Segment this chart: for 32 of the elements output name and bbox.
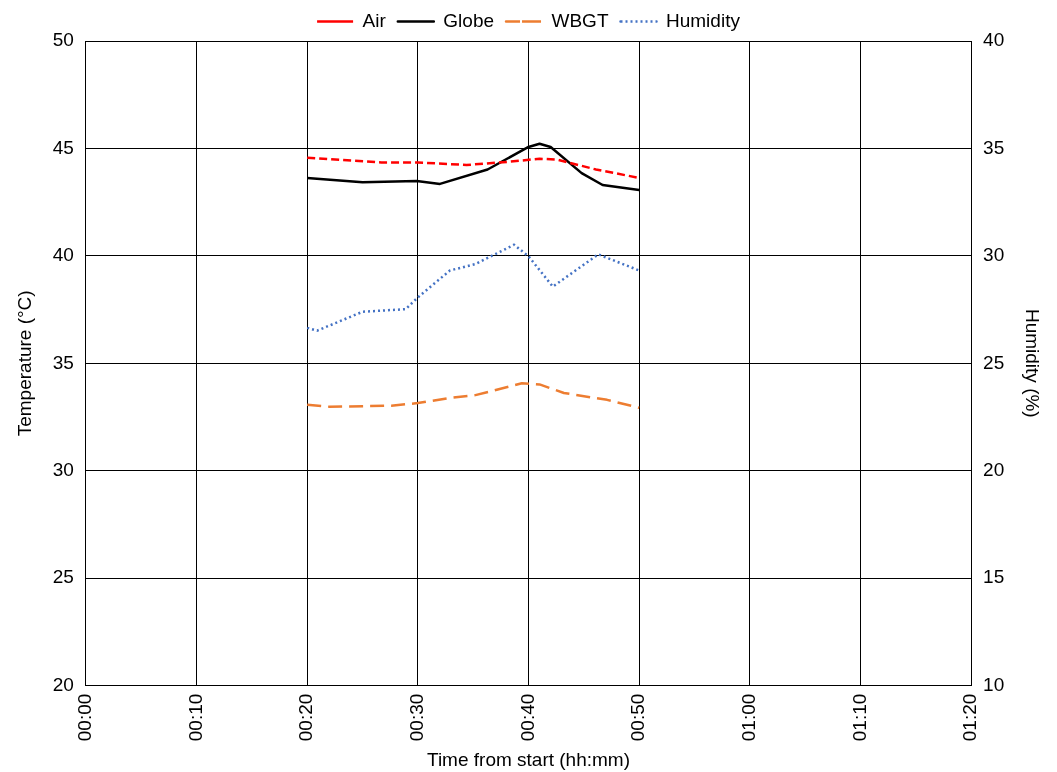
y-tick-label: 30: [52, 459, 74, 480]
x-tick-label: 01:10: [848, 693, 870, 742]
x-tick-label: 00:50: [627, 693, 649, 742]
x-tick-label: 00:20: [295, 693, 317, 742]
y2-tick-label: 30: [983, 244, 1005, 266]
line-series: [305, 243, 641, 332]
x-tick-label: 00:10: [184, 693, 206, 742]
x-tick-label: 00:00: [74, 693, 96, 742]
line-series: [305, 382, 641, 410]
x-tick-label: 01:20: [959, 693, 981, 742]
y2-tick-label: 10: [983, 673, 1005, 695]
y2-tick-label: 40: [983, 29, 1005, 51]
y-tick-label: 40: [52, 244, 74, 266]
y2-tick-label: 25: [983, 351, 1005, 373]
y-tick-label: 45: [52, 136, 74, 158]
x-axis-title: Time from start (hh:mm): [426, 748, 631, 770]
y2-axis-title: Humidity (%): [1022, 308, 1044, 418]
y-axis-title: Temperature (°C): [13, 290, 35, 437]
y-tick-label: 50: [52, 29, 74, 51]
y2-tick-label: 15: [983, 566, 1005, 588]
y-tick-label: 25: [52, 566, 74, 588]
legend-label: Air: [362, 9, 387, 31]
x-tick-label: 01:00: [738, 693, 760, 742]
x-tick-label: 00:40: [516, 693, 538, 742]
y-tick-label: 35: [52, 351, 74, 373]
y2-tick-label: 20: [983, 459, 1005, 480]
legend-label: WBGT: [551, 9, 609, 31]
legend-label: Humidity: [666, 9, 741, 31]
y2-tick-label: 35: [983, 136, 1005, 158]
legend-label: Globe: [443, 9, 495, 31]
y-tick-label: 20: [52, 673, 74, 695]
x-tick-label: 00:30: [406, 693, 428, 742]
